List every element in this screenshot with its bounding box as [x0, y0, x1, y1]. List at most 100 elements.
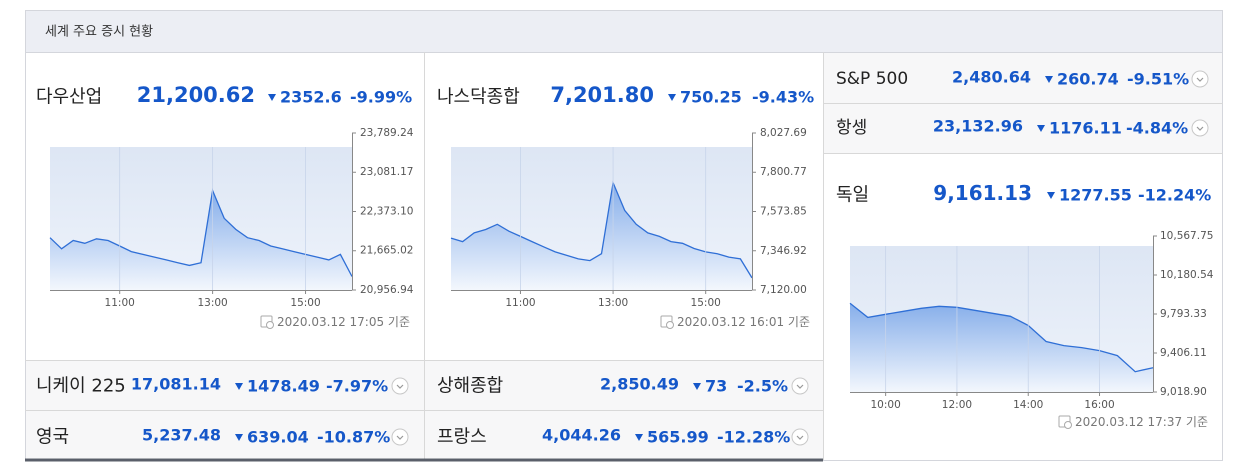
- expand-chevron: [396, 435, 404, 440]
- y-tick-label: 8,027.69: [760, 127, 807, 139]
- x-tick-label: 15:00: [290, 297, 320, 309]
- x-tick-label: 13:00: [197, 297, 227, 309]
- price-line: [450, 180, 753, 279]
- area-fill: [451, 182, 752, 290]
- x-tick-label: 13:00: [598, 297, 628, 309]
- index-change: 2352.6: [280, 88, 342, 107]
- index-change: 565.99: [647, 428, 709, 447]
- x-tick-label: 14:00: [1013, 399, 1043, 411]
- y-tick-label: 20,956.94: [360, 284, 414, 296]
- index-name: S&P 500: [836, 69, 908, 89]
- expand-button[interactable]: [391, 428, 409, 446]
- index-name: 독일: [836, 185, 869, 206]
- index-price: 23,132.96: [933, 117, 1023, 136]
- index-change: 750.25: [680, 88, 742, 107]
- index-rate: -9.99%: [350, 88, 412, 107]
- expand-button[interactable]: [391, 377, 409, 395]
- down-arrow: [235, 434, 243, 441]
- index-change: 1176.11: [1049, 119, 1122, 138]
- y-tick-label: 23,081.17: [360, 166, 413, 178]
- expand-chevron: [1196, 126, 1204, 131]
- y-tick-label: 21,665.02: [360, 245, 413, 257]
- update-time: 2020.03.12 17:37 기준: [1075, 415, 1208, 429]
- index-price: 9,161.13: [933, 181, 1032, 205]
- x-tick-label: 10:00: [871, 399, 901, 411]
- expand-button[interactable]: [791, 428, 809, 446]
- time-icon: [266, 321, 274, 329]
- y-tick-label: 9,406.11: [1160, 347, 1207, 359]
- index-rate: -7.97%: [326, 377, 388, 396]
- area-fill: [850, 303, 1153, 392]
- expand-chevron: [796, 435, 804, 440]
- x-tick-label: 11:00: [105, 297, 135, 309]
- down-arrow: [668, 94, 676, 101]
- x-tick-label: 11:00: [505, 297, 535, 309]
- index-change: 73: [705, 377, 727, 396]
- x-tick-label: 16:00: [1084, 399, 1114, 411]
- time-icon: [660, 315, 673, 328]
- index-price: 2,480.64: [952, 68, 1031, 87]
- index-rate: -2.5%: [737, 377, 788, 396]
- down-arrow: [235, 383, 243, 390]
- index-price: 5,237.48: [142, 426, 221, 445]
- index-rate: -4.84%: [1126, 119, 1188, 138]
- index-change: 1277.55: [1059, 186, 1132, 205]
- down-arrow: [693, 383, 701, 390]
- y-tick-label: 10,567.75: [1160, 230, 1213, 242]
- index-rate: -9.43%: [752, 88, 814, 107]
- index-change: 1478.49: [247, 377, 320, 396]
- index-name: 상해종합: [437, 376, 503, 397]
- index-price: 2,850.49: [600, 375, 679, 394]
- down-arrow: [268, 94, 276, 101]
- header-bar: [25, 10, 1223, 53]
- index-change: 639.04: [247, 428, 309, 447]
- index-rate: -12.24%: [1138, 186, 1211, 205]
- index-name: 나스닥종합: [437, 87, 520, 108]
- update-time: 2020.03.12 16:01 기준: [677, 315, 810, 329]
- index-price: 7,201.80: [550, 83, 654, 107]
- y-tick-label: 7,120.00: [760, 284, 807, 296]
- expand-button[interactable]: [791, 377, 809, 395]
- time-icon: [666, 321, 674, 329]
- time-icon: [1064, 421, 1072, 429]
- index-rate: -9.51%: [1127, 70, 1189, 89]
- x-tick-label: 15:00: [691, 297, 721, 309]
- y-tick-label: 10,180.54: [1160, 269, 1214, 281]
- index-price: 21,200.62: [137, 83, 255, 107]
- price-line: [849, 302, 1154, 373]
- index-name: 다우산업: [36, 87, 102, 108]
- update-time: 2020.03.12 17:05 기준: [277, 315, 410, 329]
- area-fill: [50, 190, 352, 290]
- y-tick-label: 9,793.33: [1160, 308, 1207, 320]
- time-icon: [1058, 415, 1071, 428]
- expand-button[interactable]: [1191, 70, 1209, 88]
- index-rate: -10.87%: [317, 428, 390, 447]
- index-change: 260.74: [1057, 70, 1119, 89]
- expand-chevron: [396, 384, 404, 389]
- x-tick-label: 12:00: [942, 399, 972, 411]
- y-tick-label: 9,018.90: [1160, 386, 1207, 398]
- index-name: 영국: [36, 427, 69, 448]
- down-arrow: [1047, 192, 1055, 199]
- index-rate: -12.28%: [717, 428, 790, 447]
- expand-button[interactable]: [1191, 119, 1209, 137]
- price-line: [49, 188, 353, 277]
- header-title: 세계 주요 증시 현황: [45, 25, 153, 40]
- down-arrow: [1045, 76, 1053, 83]
- index-name: 니케이 225: [36, 376, 126, 397]
- y-tick-label: 7,800.77: [760, 166, 807, 178]
- expand-chevron: [1196, 77, 1204, 82]
- y-tick-label: 7,573.85: [760, 205, 807, 217]
- expand-chevron: [796, 384, 804, 389]
- y-tick-label: 23,789.24: [360, 127, 414, 139]
- time-icon: [260, 315, 273, 328]
- index-price: 4,044.26: [542, 426, 621, 445]
- y-tick-label: 7,346.92: [760, 245, 807, 257]
- down-arrow: [1037, 125, 1045, 132]
- index-name: 프랑스: [437, 427, 487, 448]
- index-name: 항셍: [836, 118, 867, 138]
- down-arrow: [635, 434, 643, 441]
- y-tick-label: 22,373.10: [360, 205, 413, 217]
- index-price: 17,081.14: [131, 375, 221, 394]
